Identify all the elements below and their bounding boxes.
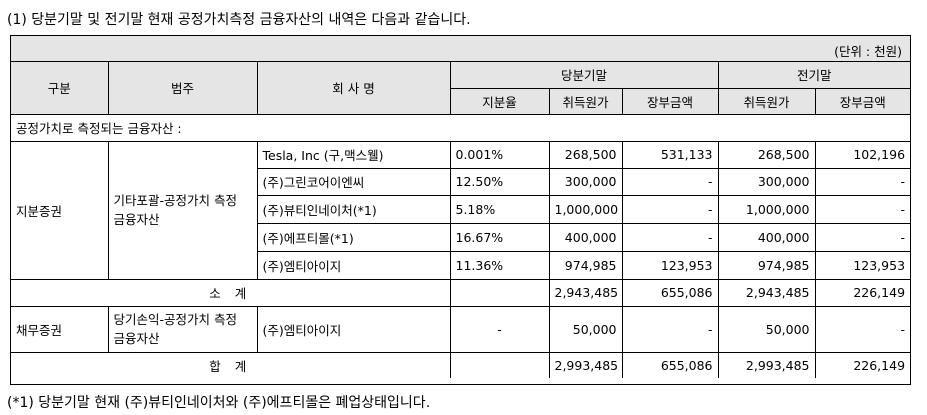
total-ratio <box>449 351 550 378</box>
table-row: (주)에프티몰(*1) 16.67% 400,000 - 400,000 - <box>11 222 911 252</box>
book-value: - <box>621 167 719 196</box>
header-book-value-prior: 장부금액 <box>814 87 911 115</box>
book-value: - <box>621 222 719 252</box>
debt-label: 채무증권 <box>11 305 109 353</box>
section-label: 공정가치로 측정되는 금융자산 : <box>11 113 911 142</box>
header-row-1: 구분 범주 회 사 명 당분기말 전기말 <box>11 62 911 115</box>
book-value: 531,133 <box>621 140 719 169</box>
header-share-ratio: 지분율 <box>450 87 550 115</box>
company-name: (주)그린코어이엔씨 <box>257 167 451 196</box>
subtotal-book-value: 655,086 <box>621 278 719 307</box>
table-row: 지분증권 기타포괄-공정가치 측정 금융자산 Tesla, Inc (구,맥스웰… <box>11 140 911 280</box>
book-value-prior: - <box>814 194 911 224</box>
acquisition-cost-prior: 50,000 <box>717 305 816 353</box>
header-acquisition-cost: 취득원가 <box>548 87 623 115</box>
share-ratio: - <box>449 305 550 353</box>
acquisition-cost-prior: 268,500 <box>717 140 816 169</box>
acquisition-cost: 50,000 <box>548 305 623 353</box>
subtotal-acquisition-cost-prior: 2,943,485 <box>717 278 816 307</box>
equity-label: 지분증권 <box>11 140 109 280</box>
total-label: 합 계 <box>11 351 451 378</box>
acquisition-cost: 974,985 <box>548 250 623 280</box>
header-acquisition-cost-prior: 취득원가 <box>717 87 816 115</box>
subtotal-label: 소 계 <box>11 278 451 307</box>
subtotal-acquisition-cost: 2,943,485 <box>548 278 623 307</box>
financial-assets-table: 구분 범주 회 사 명 당분기말 전기말 지분율 취득원가 장부금액 취득원가 … <box>11 62 911 378</box>
book-value-prior: 123,953 <box>814 250 911 280</box>
company-name: (주)엠티아이지 <box>257 250 451 280</box>
table-row: (주)그린코어이엔씨 12.50% 300,000 - 300,000 - <box>11 167 911 196</box>
total-row: 합 계 2,993,485 655,086 2,993,485 226,149 <box>11 351 911 378</box>
header-gubun: 구분 <box>11 62 109 115</box>
header-current-period: 당분기말 <box>449 62 719 89</box>
company-name: Tesla, Inc (구,맥스웰) <box>256 140 451 169</box>
share-ratio: 0.001% <box>449 140 550 169</box>
total-book-value-prior: 226,149 <box>814 351 911 378</box>
share-ratio: 11.36% <box>449 250 550 280</box>
debt-category: 당기손익-공정가치 측정 금융자산 <box>107 305 258 353</box>
share-ratio: 12.50% <box>449 167 550 196</box>
header-company: 회 사 명 <box>256 62 451 115</box>
book-value-prior: - <box>814 305 911 353</box>
section-row: 공정가치로 측정되는 금융자산 : <box>11 113 911 142</box>
company-name: (주)엠티아이지 <box>256 305 451 353</box>
page-title: (1) 당분기말 및 전기말 현재 공정가치측정 금융자산의 내역은 다음과 같… <box>7 12 471 28</box>
book-value: 123,953 <box>621 250 719 280</box>
header-category: 범주 <box>107 62 258 115</box>
acquisition-cost: 400,000 <box>548 222 623 252</box>
acquisition-cost-prior: 400,000 <box>717 222 816 252</box>
unit-bar: (단위 : 천원) <box>11 36 910 62</box>
company-name: (주)에프티몰(*1) <box>257 222 451 252</box>
header-prior-period: 전기말 <box>717 62 911 89</box>
total-book-value: 655,086 <box>621 351 719 378</box>
acquisition-cost: 1,000,000 <box>548 194 623 224</box>
book-value: - <box>621 305 719 353</box>
book-value-prior: - <box>814 222 911 252</box>
acquisition-cost: 300,000 <box>548 167 623 196</box>
company-name: (주)뷰티인네이처(*1) <box>257 194 451 224</box>
header-book-value: 장부금액 <box>621 87 719 115</box>
total-acquisition-cost: 2,993,485 <box>548 351 623 378</box>
share-ratio: 5.18% <box>449 194 550 224</box>
book-value: - <box>621 194 719 224</box>
debt-row: 채무증권 당기손익-공정가치 측정 금융자산 (주)엠티아이지 - 50,000… <box>11 305 911 353</box>
book-value-prior: 102,196 <box>814 140 911 169</box>
share-ratio: 16.67% <box>449 222 550 252</box>
equity-category: 기타포괄-공정가치 측정 금융자산 <box>107 140 258 280</box>
financial-assets-table-frame: (단위 : 천원) 구분 범주 회 사 명 당분기말 전기말 지분율 취득원가 … <box>10 35 911 385</box>
unit-label: (단위 : 천원) <box>834 44 902 59</box>
acquisition-cost-prior: 300,000 <box>717 167 816 196</box>
subtotal-ratio <box>449 278 550 307</box>
table-row: (주)엠티아이지 11.36% 974,985 123,953 974,985 … <box>11 250 911 280</box>
acquisition-cost-prior: 974,985 <box>717 250 816 280</box>
subtotal-book-value-prior: 226,149 <box>814 278 911 307</box>
book-value-prior: - <box>814 167 911 196</box>
footnote: (*1) 당분기말 현재 (주)뷰티인네이처와 (주)에프티몰은 폐업상태입니다… <box>7 395 431 411</box>
subtotal-row: 소 계 2,943,485 655,086 2,943,485 226,149 <box>11 278 911 307</box>
acquisition-cost: 268,500 <box>548 140 623 169</box>
total-acquisition-cost-prior: 2,993,485 <box>717 351 816 378</box>
acquisition-cost-prior: 1,000,000 <box>717 194 816 224</box>
